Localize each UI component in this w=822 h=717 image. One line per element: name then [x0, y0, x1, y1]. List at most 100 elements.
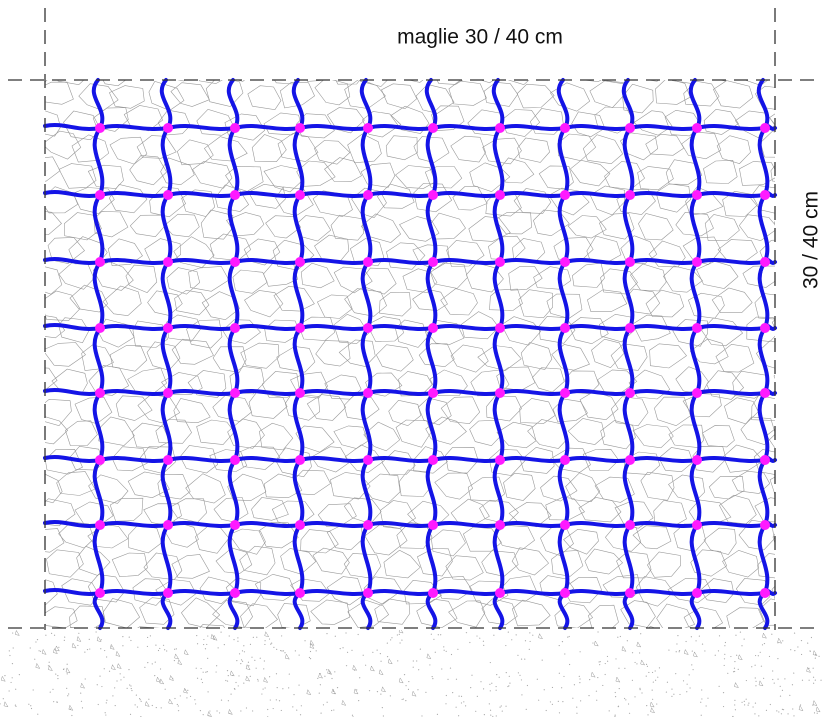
- aggregate: [564, 653, 566, 655]
- aggregate: [235, 681, 237, 684]
- aggregate: [520, 679, 523, 681]
- vertical-rope: [159, 78, 173, 630]
- aggregate: [120, 679, 122, 681]
- stone: [227, 473, 267, 502]
- stone: [247, 85, 282, 111]
- aggregate: [463, 701, 465, 703]
- aggregate: [53, 634, 56, 636]
- aggregate: [29, 647, 31, 649]
- aggregate: [201, 681, 204, 684]
- aggregate: [501, 710, 503, 712]
- aggregate: [455, 706, 457, 708]
- stone: [571, 111, 606, 138]
- stone: [333, 425, 369, 449]
- aggregate: [507, 631, 509, 633]
- aggregate: [723, 664, 725, 667]
- knot: [95, 257, 105, 267]
- aggregate: [599, 661, 601, 663]
- aggregate: [309, 658, 312, 660]
- aggregate: [572, 697, 574, 699]
- stone: [415, 84, 455, 114]
- aggregate: [281, 650, 283, 652]
- stone: [614, 500, 654, 529]
- aggregate: [144, 700, 150, 707]
- stone: [764, 627, 805, 652]
- aggregate: [210, 633, 216, 640]
- aggregate: [115, 650, 121, 657]
- aggregate: [389, 695, 391, 697]
- aggregate: [10, 681, 12, 684]
- aggregate: [202, 671, 204, 673]
- aggregate: [777, 678, 779, 680]
- aggregate: [496, 673, 498, 676]
- aggregate: [772, 678, 774, 681]
- aggregate: [208, 714, 210, 717]
- aggregate: [207, 710, 213, 717]
- aggregate: [402, 698, 405, 700]
- stone: [519, 398, 556, 424]
- aggregate: [519, 674, 521, 676]
- stone: [137, 626, 161, 628]
- aggregate: [640, 659, 646, 666]
- aggregate: [683, 648, 689, 655]
- stone: [205, 80, 244, 107]
- stone: [187, 370, 227, 398]
- aggregate: [95, 631, 97, 633]
- aggregate: [28, 703, 30, 705]
- stone: [45, 416, 69, 445]
- stone: [692, 445, 727, 473]
- aggregate: [648, 671, 650, 674]
- stone: [229, 366, 265, 395]
- aggregate: [35, 662, 41, 669]
- aggregate: [58, 646, 60, 648]
- aggregate: [380, 693, 382, 695]
- aggregate: [692, 669, 694, 671]
- vertical-rope: [226, 78, 240, 630]
- aggregate: [538, 699, 540, 701]
- aggregate: [240, 663, 242, 665]
- aggregate: [189, 695, 192, 698]
- stone: [499, 157, 535, 184]
- stone: [45, 473, 63, 504]
- stone: [637, 166, 674, 191]
- aggregate: [469, 641, 471, 644]
- stone: [102, 598, 140, 628]
- aggregate: [264, 631, 270, 638]
- knot: [295, 323, 305, 333]
- stone: [324, 157, 362, 182]
- stone: [71, 134, 110, 163]
- stone: [533, 266, 572, 290]
- stone: [508, 266, 543, 291]
- aggregate: [100, 648, 102, 650]
- aggregate: [651, 689, 653, 691]
- knot: [95, 455, 105, 465]
- knot: [495, 323, 505, 333]
- knot: [428, 455, 438, 465]
- stone: [45, 606, 78, 628]
- knot: [760, 455, 770, 465]
- aggregate: [658, 667, 661, 669]
- stone: [377, 183, 415, 209]
- aggregate: [196, 677, 199, 679]
- aggregate: [177, 705, 179, 707]
- aggregate: [808, 679, 810, 681]
- aggregate: [714, 654, 716, 656]
- aggregate: [724, 653, 726, 655]
- aggregate: [640, 633, 642, 635]
- aggregate: [156, 676, 161, 683]
- aggregate: [114, 704, 116, 707]
- aggregate: [407, 688, 410, 690]
- aggregate: [202, 714, 204, 716]
- stone: [63, 110, 101, 141]
- stone: [195, 524, 230, 554]
- aggregate: [200, 678, 203, 680]
- stone: [630, 263, 667, 292]
- stone: [224, 113, 266, 141]
- knot: [95, 190, 105, 200]
- stone: [399, 216, 440, 242]
- aggregate: [792, 708, 794, 710]
- aggregate: [657, 676, 659, 678]
- aggregate: [693, 651, 698, 658]
- stone: [45, 156, 61, 182]
- aggregate: [561, 641, 564, 643]
